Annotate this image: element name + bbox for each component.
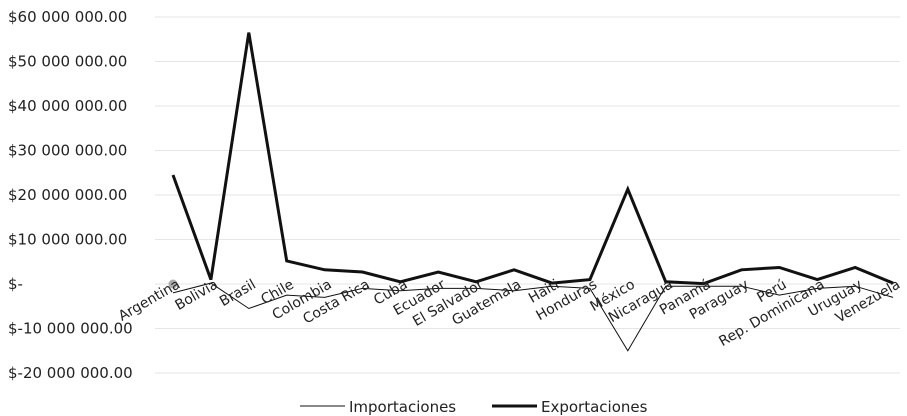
- legend: Importaciones Exportaciones: [300, 398, 648, 416]
- series-line-exportaciones: [171, 32, 894, 286]
- legend-label-importaciones: Importaciones: [349, 398, 456, 416]
- y-tick-label: $-20 000 000.00: [8, 364, 133, 382]
- grid-lines: [155, 16, 900, 374]
- y-tick-label: $10 000 000.00: [8, 231, 127, 249]
- legend-label-exportaciones: Exportaciones: [541, 398, 648, 416]
- series-lines: [168, 32, 894, 352]
- y-tick-label: $-10 000 000.00: [8, 320, 133, 338]
- y-tick-label: $60 000 000.00: [8, 8, 127, 26]
- y-tick-label: $50 000 000.00: [8, 53, 127, 71]
- y-tick-label: $30 000 000.00: [8, 142, 127, 160]
- y-axis-tick-labels: $60 000 000.00 $50 000 000.00 $40 000 000.…: [8, 8, 133, 382]
- marker-dot: [168, 279, 178, 289]
- y-tick-label: $20 000 000.00: [8, 186, 127, 204]
- y-tick-label: $-: [8, 275, 23, 293]
- series-line-importaciones: [172, 282, 894, 352]
- x-tick-label: Bolivia: [172, 277, 220, 314]
- x-tick-label: Brasil: [217, 277, 259, 310]
- y-tick-label: $40 000 000.00: [8, 97, 127, 115]
